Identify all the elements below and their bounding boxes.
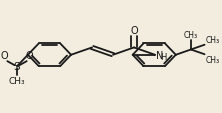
Text: CH₃: CH₃ bbox=[206, 55, 220, 64]
Text: CH₃: CH₃ bbox=[9, 77, 25, 85]
Text: CH₃: CH₃ bbox=[206, 36, 220, 45]
Text: S: S bbox=[14, 62, 20, 72]
Text: O: O bbox=[26, 50, 33, 60]
Text: CH₃: CH₃ bbox=[184, 31, 198, 40]
Text: N: N bbox=[156, 50, 163, 60]
Text: O: O bbox=[1, 50, 8, 60]
Text: H: H bbox=[160, 53, 167, 62]
Text: O: O bbox=[130, 26, 138, 36]
